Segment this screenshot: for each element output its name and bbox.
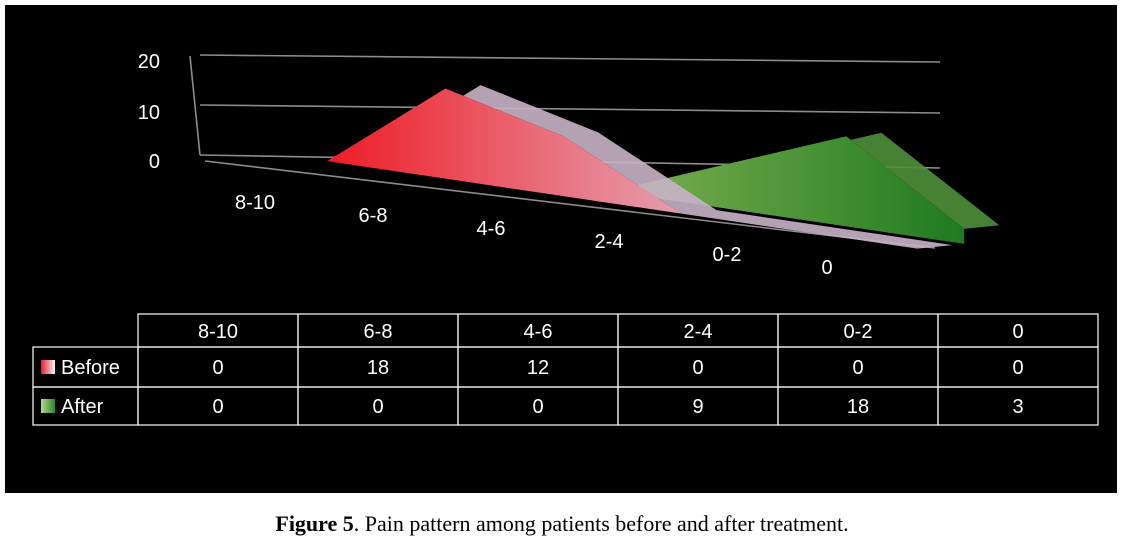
table-value: 0 [212,357,223,379]
table-row-label-cell [32,386,139,426]
table-value: 12 [527,357,549,379]
x-tick-label: 8-10 [235,192,275,214]
legend-swatch-before [41,360,55,374]
table-header: 2-4 [684,321,713,343]
series-layer [327,85,1000,249]
y-tick-label: 0 [149,151,160,173]
table-value: 0 [212,396,223,418]
gridline [199,104,941,114]
table-value: 0 [532,396,543,418]
table-value: 3 [1012,396,1023,418]
table-value: 18 [367,357,389,379]
figure-caption: Figure 5. Pain pattern among patients be… [0,511,1124,537]
y-axis-line [189,55,201,156]
table-header: 4-6 [524,321,553,343]
x-tick-label: 2-4 [595,231,624,253]
data-table: 8-10 6-8 4-6 2-4 0-2 0 Before 0 18 12 0 0 0 After 0 0 0 9… [32,313,1099,426]
y-tick-label: 20 [138,51,160,73]
chart-panel: 0 10 20 8-10 6-8 4-6 2-4 0-2 0 8-10 6-8 4-6 2-4 0-2 0… [5,5,1117,493]
caption-label: Figure 5 [275,511,354,536]
table-value: 9 [692,396,703,418]
x-tick-label: 6-8 [359,205,388,227]
axis-layer: 0 10 20 8-10 6-8 4-6 2-4 0-2 0 [138,51,833,279]
table-value: 0 [692,357,703,379]
table-value: 0 [1012,357,1023,379]
table-cell [937,386,1099,426]
series-before-area [327,88,918,249]
gridline [199,54,941,63]
x-tick-label: 0 [821,257,832,279]
table-header: 6-8 [364,321,393,343]
table-value: 0 [372,396,383,418]
x-tick-label: 4-6 [477,218,506,240]
legend-label: After [61,396,104,418]
table-value: 18 [847,396,869,418]
legend-label: Before [61,357,120,379]
x-tick-label: 0-2 [713,244,742,266]
table-value: 0 [852,357,863,379]
legend-swatch-after [41,399,55,413]
table-header: 0 [1012,321,1023,343]
table-header: 8-10 [198,321,238,343]
table-header: 0-2 [844,321,873,343]
y-tick-label: 10 [138,102,160,124]
caption-text: . Pain pattern among patients before and… [353,511,849,536]
floor-front-edge [204,160,936,249]
series-before-top [327,85,953,249]
